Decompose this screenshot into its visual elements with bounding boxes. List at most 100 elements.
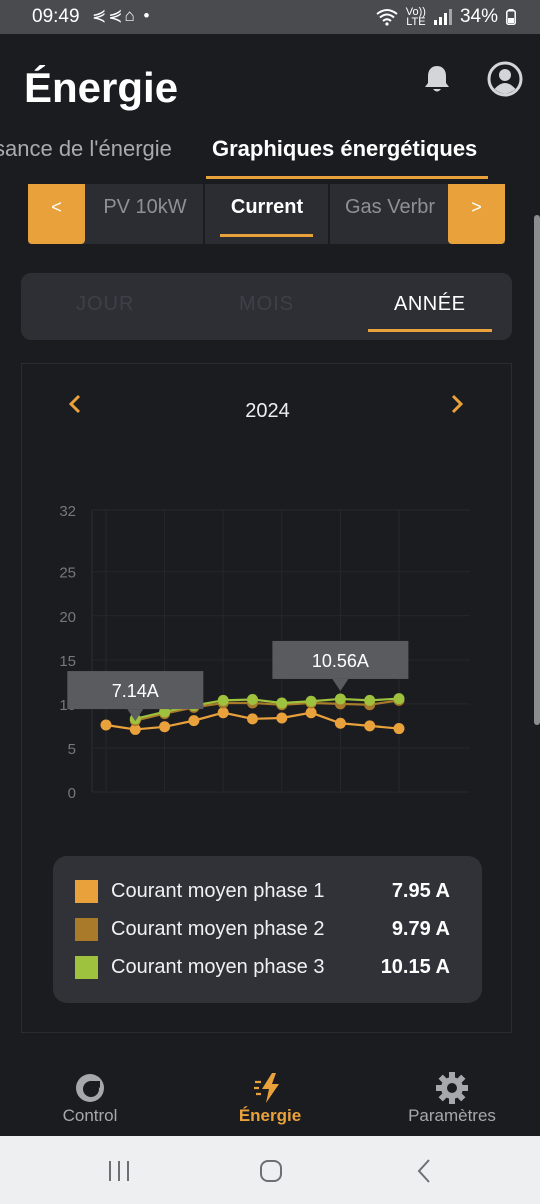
legend-label: Courant moyen phase 1 [111, 880, 325, 902]
notification-icons: ⋞⋞⌂ • [92, 6, 152, 25]
bottom-navigation: Control Énergie Paramètres [0, 1060, 540, 1136]
y-axis-ticks: 051015202532 [59, 503, 76, 802]
device-next-button[interactable]: > [448, 184, 505, 244]
bell-icon[interactable] [420, 62, 454, 96]
device-pv-10kw[interactable]: PV 10kW [103, 196, 187, 218]
data-point-phase3 [276, 697, 288, 709]
data-point-phase1 [305, 707, 317, 719]
app-header: Énergie [0, 34, 540, 184]
data-point-phase3 [305, 695, 317, 707]
gear-icon [436, 1072, 468, 1104]
scrollbar[interactable] [534, 215, 540, 725]
home-icon[interactable] [256, 1156, 286, 1186]
tab-active-indicator [206, 176, 488, 179]
legend-value: 9.79 A [391, 918, 450, 940]
data-point-phase1 [393, 723, 405, 735]
data-point-phase3 [393, 693, 405, 705]
legend-item[interactable]: Courant moyen phase 3 10.15 A [75, 952, 460, 982]
y-tick-label: 20 [59, 609, 76, 626]
device-gas[interactable]: Gas Verbr [344, 196, 436, 218]
status-right: Vo)) LTE 34% [376, 6, 516, 28]
tab-bar: sance de l'énergie Graphiques énergétiqu… [0, 118, 540, 182]
y-tick-label: 25 [59, 565, 76, 582]
data-point-phase1 [364, 720, 376, 732]
period-day[interactable]: JOUR [76, 293, 135, 315]
data-point-phase1 [129, 723, 141, 735]
status-bar: 09:49 ⋞⋞⌂ • Vo)) LTE 34% [0, 0, 540, 34]
y-tick-label: 32 [59, 503, 76, 520]
nav-settings-label: Paramètres [408, 1106, 496, 1125]
tooltip-pointer [127, 709, 144, 722]
back-icon[interactable] [410, 1156, 440, 1186]
recents-icon[interactable] [104, 1156, 134, 1186]
data-point-phase1 [334, 717, 346, 729]
system-navigation [0, 1136, 540, 1204]
network-type: Vo)) LTE [405, 6, 426, 28]
device-divider [203, 184, 205, 244]
data-point-phase3 [247, 693, 258, 705]
data-point-phase3 [217, 694, 229, 706]
network-volte: Vo)) [405, 6, 426, 18]
chart-legend: Courant moyen phase 1 7.95 A Courant moy… [53, 856, 482, 1003]
year-label: 2024 [245, 400, 290, 422]
legend-label: Courant moyen phase 2 [111, 918, 325, 940]
chevron-left-icon[interactable] [64, 392, 88, 416]
user-icon[interactable] [486, 60, 524, 98]
battery-percent: 34% [459, 6, 498, 27]
legend-label: Courant moyen phase 3 [111, 956, 325, 978]
period-year[interactable]: ANNÉE [394, 293, 466, 315]
nav-settings[interactable]: Paramètres [362, 1060, 540, 1136]
data-point-phase1 [159, 721, 171, 733]
data-point-phase3 [364, 694, 376, 706]
nav-control-label: Control [62, 1106, 118, 1125]
legend-swatch-phase2 [75, 918, 98, 941]
signal-icon [433, 9, 452, 25]
chart-card: 2024 051015202532 JanMarMayJulSepNov 7.1… [21, 363, 512, 1033]
current-line-chart: 051015202532 JanMarMayJulSepNov 7.14A10.… [59, 503, 470, 802]
chevron-right-icon[interactable] [444, 392, 468, 416]
network-lte: LTE [406, 16, 426, 28]
legend-item[interactable]: Courant moyen phase 2 9.79 A [75, 914, 460, 944]
legend-item[interactable]: Courant moyen phase 1 7.95 A [75, 876, 460, 906]
control-icon [76, 1074, 104, 1102]
y-tick-label: 15 [59, 653, 76, 670]
nav-control[interactable]: Control [0, 1060, 180, 1136]
data-point-phase1 [247, 713, 258, 725]
device-selector: PV 10kW Current Gas Verbr < > [28, 184, 505, 244]
legend-swatch-phase3 [75, 956, 98, 979]
data-point-phase1 [276, 712, 288, 724]
legend-value: 7.95 A [391, 880, 450, 902]
chart-tooltips: 7.14A 10.56A [67, 640, 409, 722]
tab-energy-usage[interactable]: sance de l'énergie [0, 136, 172, 161]
battery-icon [506, 9, 516, 25]
legend-value: 10.15 A [380, 956, 450, 978]
y-tick-label: 5 [68, 741, 76, 758]
status-time: 09:49 [32, 6, 80, 27]
data-point-phase1 [217, 707, 229, 719]
tooltip-label: 7.14A [112, 681, 159, 701]
tooltip-box [67, 671, 204, 710]
tooltip-label: 10.56A [312, 651, 369, 671]
series-line-phase2 [135, 699, 400, 722]
tooltip-pointer [332, 678, 349, 691]
device-current[interactable]: Current [230, 196, 304, 218]
nav-energy-label: Énergie [238, 1106, 302, 1125]
page-title: Énergie [24, 64, 179, 111]
nav-energy[interactable]: Énergie [180, 1060, 360, 1136]
period-active-indicator [368, 329, 492, 332]
tab-energy-charts[interactable]: Graphiques énergétiques [212, 136, 478, 161]
data-point-phase3 [334, 693, 346, 705]
wifi-icon [376, 9, 398, 26]
device-prev-button[interactable]: < [28, 184, 85, 244]
device-divider [328, 184, 330, 244]
chart-lines [100, 693, 405, 735]
device-active-indicator [220, 234, 313, 237]
y-tick-label: 0 [68, 785, 76, 802]
tooltip-box [272, 640, 409, 679]
data-point-phase1 [100, 719, 112, 731]
energy-icon [254, 1073, 279, 1103]
period-month[interactable]: MOIS [239, 293, 295, 315]
data-point-phase1 [188, 715, 200, 727]
period-selector: JOUR MOIS ANNÉE [21, 273, 512, 340]
legend-swatch-phase1 [75, 880, 98, 903]
